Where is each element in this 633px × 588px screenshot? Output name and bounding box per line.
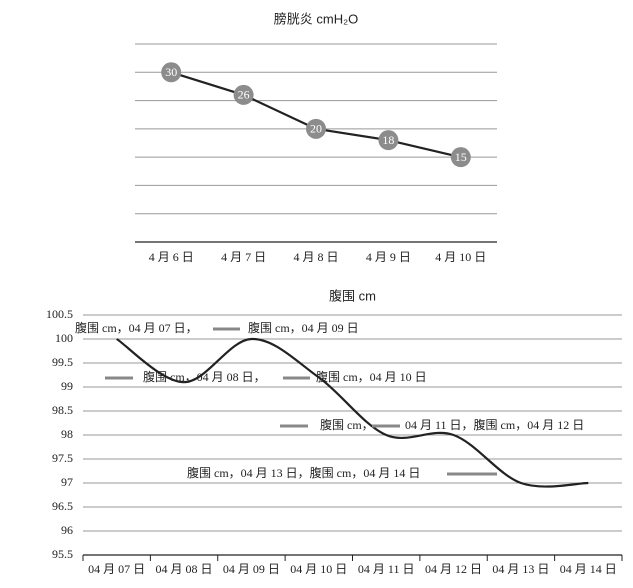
x-tick-label: 4 月 7 日 <box>221 250 266 264</box>
y-tick-label: 99.5 <box>52 355 73 369</box>
y-tick-label: 99 <box>61 379 73 393</box>
x-tick-label: 04 月 09 日 <box>223 562 280 576</box>
data-line <box>116 337 589 488</box>
y-tick-label: 97.5 <box>52 451 73 465</box>
chart-title: 膀胱炎 cmH₂O <box>274 11 359 26</box>
data-label: 18 <box>382 133 394 147</box>
data-annotation: 腹围 cm， <box>320 418 374 432</box>
y-tick-label: 98.5 <box>52 403 73 417</box>
data-label: 26 <box>238 88 250 102</box>
data-annotation: 腹围 cm，04 月 10 日 <box>316 370 427 384</box>
x-tick-label: 04 月 12 日 <box>425 562 482 576</box>
data-point <box>233 84 254 105</box>
y-tick-label: 100 <box>55 331 73 345</box>
data-label: 30 <box>165 65 177 79</box>
y-tick-label: 100.5 <box>46 307 73 321</box>
data-point <box>161 62 182 83</box>
x-tick-label: 04 月 14 日 <box>560 562 617 576</box>
y-tick-label: 98 <box>61 427 73 441</box>
x-tick-label: 04 月 08 日 <box>156 562 213 576</box>
y-tick-label: 96.5 <box>52 499 73 513</box>
chart-title: 腹围 cm <box>329 288 376 303</box>
x-tick-label: 04 月 11 日 <box>358 562 415 576</box>
data-annotation: 腹围 cm，04 月 08 日， <box>143 370 266 384</box>
y-tick-label: 95.5 <box>52 547 73 561</box>
data-point <box>450 147 471 168</box>
data-label: 20 <box>310 122 322 136</box>
data-annotation: 腹围 cm，04 月 07 日， <box>75 321 198 335</box>
data-point <box>306 118 326 139</box>
data-annotation: 腹围 cm，04 月 09 日 <box>248 321 359 335</box>
data-line <box>170 71 462 159</box>
data-annotation: 04 月 11 日，腹围 cm，04 月 12 日 <box>405 418 584 432</box>
x-tick-label: 4 月 6 日 <box>149 250 194 264</box>
y-tick-label: 97 <box>61 475 73 489</box>
x-tick-label: 04 月 13 日 <box>492 562 549 576</box>
data-point <box>378 130 399 151</box>
x-tick-label: 04 月 07 日 <box>88 562 145 576</box>
x-tick-label: 04 月 10 日 <box>290 562 347 576</box>
x-tick-label: 4 月 9 日 <box>366 250 411 264</box>
data-annotation: 腹围 cm，04 月 13 日，腹围 cm，04 月 14 日 <box>187 466 420 480</box>
y-tick-label: 96 <box>61 523 73 537</box>
x-tick-label: 4 月 8 日 <box>293 250 338 264</box>
x-tick-label: 4 月 10 日 <box>435 250 486 264</box>
data-label: 15 <box>455 150 467 164</box>
